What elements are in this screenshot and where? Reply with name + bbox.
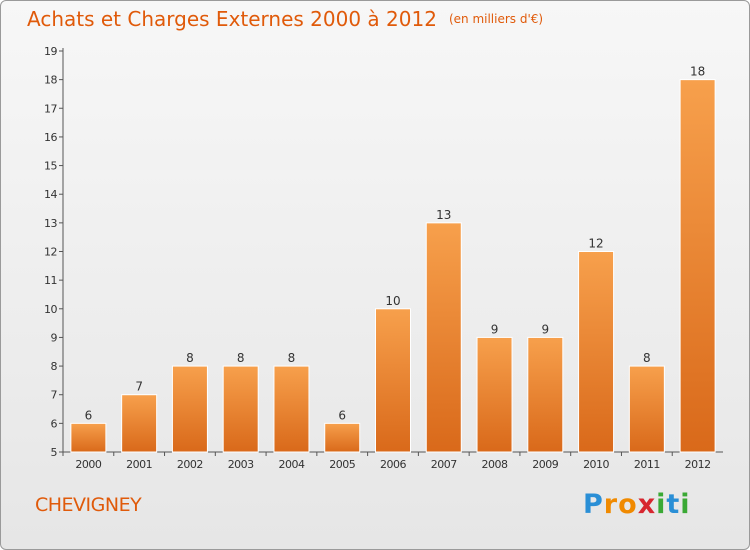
y-tick-label: 13 — [44, 217, 57, 230]
x-tick-label: 2010 — [583, 458, 609, 471]
y-tick-label: 6 — [51, 417, 58, 430]
bar-data-label: 9 — [491, 322, 499, 336]
bar — [121, 394, 158, 453]
y-tick-label: 9 — [51, 331, 58, 344]
y-tick-label: 17 — [44, 102, 57, 115]
chart-title-text: Achats et Charges Externes 2000 à 2012 — [27, 7, 437, 31]
x-tick-label: 2008 — [482, 458, 508, 471]
y-tick-label: 12 — [44, 246, 57, 259]
bar-data-label: 12 — [588, 237, 603, 251]
bar-data-label: 13 — [436, 208, 451, 222]
bar — [628, 365, 665, 453]
logo-letter: t — [666, 489, 681, 520]
logo-letter: x — [637, 489, 657, 520]
x-tick-label: 2000 — [75, 458, 101, 471]
logo-letter: P — [583, 489, 604, 520]
bar-data-label: 6 — [338, 408, 346, 422]
logo-letter: r — [603, 489, 619, 520]
y-tick-label: 11 — [44, 274, 57, 287]
x-tick-label: 2004 — [278, 458, 304, 471]
bar — [578, 251, 615, 453]
bar-data-label: 8 — [237, 351, 245, 365]
y-tick-label: 18 — [44, 74, 57, 87]
y-tick-label: 19 — [44, 45, 57, 58]
bar — [425, 222, 462, 453]
x-tick-label: 2011 — [634, 458, 660, 471]
bar — [324, 422, 361, 453]
proxiti-logo[interactable]: Proxiti — [583, 489, 691, 520]
bar-data-label: 9 — [541, 322, 549, 336]
bar — [375, 308, 411, 453]
x-tick-label: 2007 — [431, 458, 457, 471]
bar — [222, 365, 259, 453]
y-tick-label: 10 — [44, 303, 57, 316]
bar-data-label: 8 — [186, 351, 194, 365]
bar — [679, 79, 716, 453]
bar-data-label: 10 — [385, 294, 400, 308]
chart-title: Achats et Charges Externes 2000 à 2012 (e… — [27, 7, 543, 31]
y-tick-label: 15 — [44, 160, 57, 173]
bar — [476, 336, 513, 453]
bar-data-label: 7 — [135, 380, 143, 394]
y-tick-label: 7 — [51, 389, 58, 402]
axes: 5 6 7 8 9 10 11 12 13 14 15 16 17 18 19 2000 2001 2002 200… — [44, 45, 723, 471]
commune-name: CHEVIGNEY — [35, 494, 142, 516]
x-tick-label: 2009 — [532, 458, 558, 471]
bar-data-label: 8 — [643, 351, 651, 365]
chart-unit: (en milliers d'€) — [448, 12, 544, 26]
bar — [527, 336, 564, 453]
logo-letter: o — [618, 489, 638, 520]
x-tick-label: 2005 — [329, 458, 355, 471]
x-tick-label: 2003 — [228, 458, 254, 471]
bar-data-label: 18 — [690, 65, 705, 79]
bars: 6 7 8 8 8 6 10 13 9 9 12 8 18 — [70, 65, 716, 453]
logo-letter: i — [680, 489, 691, 520]
x-tick-label: 2006 — [380, 458, 406, 471]
x-tick-label: 2002 — [177, 458, 203, 471]
bar-data-label: 8 — [288, 351, 296, 365]
y-tick-label: 16 — [44, 131, 57, 144]
bar — [171, 365, 208, 453]
bar — [70, 422, 107, 453]
logo-letter: i — [656, 489, 667, 520]
x-tick-label: 2012 — [685, 458, 711, 471]
y-tick-label: 14 — [44, 188, 57, 201]
bar — [273, 365, 310, 453]
bar-data-label: 6 — [85, 408, 93, 422]
x-tick-label: 2001 — [126, 458, 152, 471]
y-tick-label: 8 — [51, 360, 58, 373]
y-tick-label: 5 — [51, 446, 58, 459]
